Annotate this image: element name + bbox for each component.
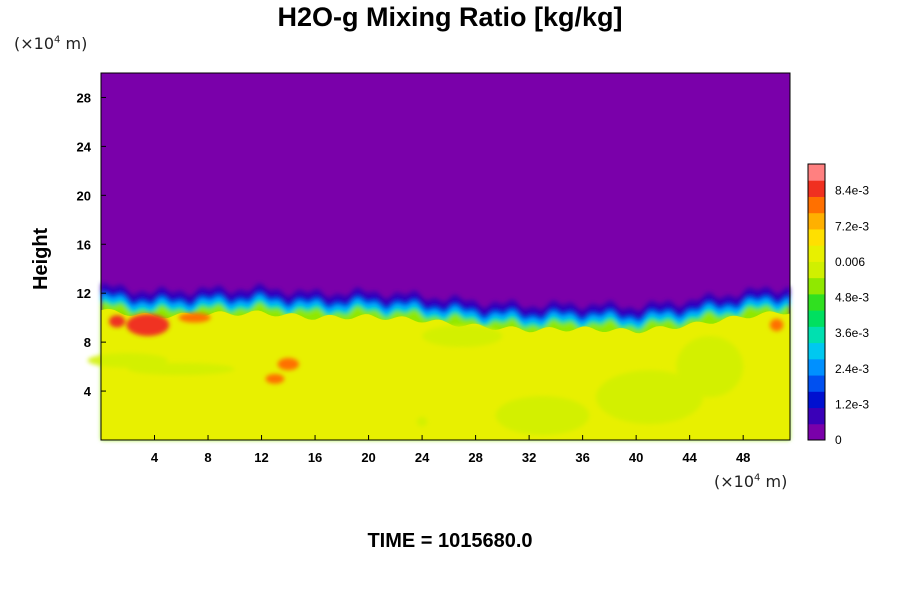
patch <box>265 373 285 384</box>
x-tick-label: 24 <box>415 450 430 465</box>
colorbar-tick-label: 1.2e-3 <box>835 397 869 411</box>
y-axis-unit: (×104 m) <box>14 34 88 53</box>
y-tick-label: 12 <box>77 286 91 301</box>
colorbar-swatch <box>808 293 825 311</box>
x-tick-label: 32 <box>522 450 536 465</box>
x-tick-label: 48 <box>736 450 750 465</box>
colorbar-swatch <box>808 407 825 425</box>
colorbar-tick-label: 4.8e-3 <box>835 291 869 305</box>
y-tick-label: 8 <box>84 335 91 350</box>
colorbar-tick-label: 3.6e-3 <box>835 326 869 340</box>
colorbar-swatch <box>808 228 825 246</box>
colorbar-swatch <box>808 310 825 327</box>
x-axis-unit: (×104 m) <box>714 472 788 491</box>
patch <box>178 312 211 323</box>
patch <box>127 362 235 376</box>
x-tick-label: 44 <box>682 450 697 465</box>
colorbar-swatch <box>808 164 825 181</box>
y-tick-label: 20 <box>77 188 91 203</box>
patch <box>676 336 744 398</box>
colorbar-swatch <box>808 245 825 262</box>
patch <box>87 353 168 368</box>
moist-patches <box>109 312 784 384</box>
heatmap-field <box>87 73 790 440</box>
colorbar-swatch <box>808 391 825 409</box>
colorbar-tick-label: 7.2e-3 <box>835 219 869 233</box>
patch <box>109 315 126 328</box>
colorbar-tick-label: 0 <box>835 433 842 447</box>
colorbar-swatch <box>808 261 825 279</box>
colorbar-swatch <box>808 180 825 197</box>
x-tick-label: 36 <box>575 450 589 465</box>
x-tick-label: 28 <box>468 450 482 465</box>
colorbar-tick-label: 2.4e-3 <box>835 362 869 376</box>
colorbar-swatch <box>808 277 825 295</box>
patch <box>416 416 428 427</box>
patch <box>596 370 704 425</box>
patch <box>126 313 170 337</box>
time-label: TIME = 1015680.0 <box>367 530 533 552</box>
y-tick-label: 4 <box>84 384 92 399</box>
patch <box>495 395 590 436</box>
plot-frame <box>100 72 791 441</box>
x-tick-label: 4 <box>151 450 159 465</box>
y-tick-label: 28 <box>77 90 91 105</box>
patch <box>422 325 503 348</box>
x-tick-label: 8 <box>204 450 211 465</box>
colorbar-tick-label: 0.006 <box>835 255 865 269</box>
colorbar-swatch <box>808 375 825 392</box>
y-tick-label: 16 <box>77 237 91 252</box>
y-tick-label: 24 <box>77 139 92 154</box>
x-tick-label: 12 <box>254 450 268 465</box>
x-tick-label: 20 <box>361 450 375 465</box>
colorbar-swatch <box>808 212 825 230</box>
colorbar-swatch <box>808 358 825 376</box>
colorbar-swatch <box>808 342 825 360</box>
colorbar-frame <box>807 163 826 441</box>
x-tick-label: 40 <box>629 450 643 465</box>
patch <box>769 318 784 332</box>
colorbar-swatch <box>808 196 825 214</box>
colorbar-swatch <box>808 423 825 441</box>
x-tick-label: 16 <box>308 450 322 465</box>
colorbar-tick-label: 8.4e-3 <box>835 184 869 198</box>
patch <box>277 358 300 371</box>
chart-title: H2O-g Mixing Ratio [kg/kg] <box>277 2 623 32</box>
colorbar-swatch <box>808 326 825 344</box>
dry-patches <box>87 325 744 436</box>
colorbar: 0 1.2e-3 2.4e-3 3.6e-3 4.8e-3 0.006 7.2e-3 8.4e… <box>807 163 869 447</box>
